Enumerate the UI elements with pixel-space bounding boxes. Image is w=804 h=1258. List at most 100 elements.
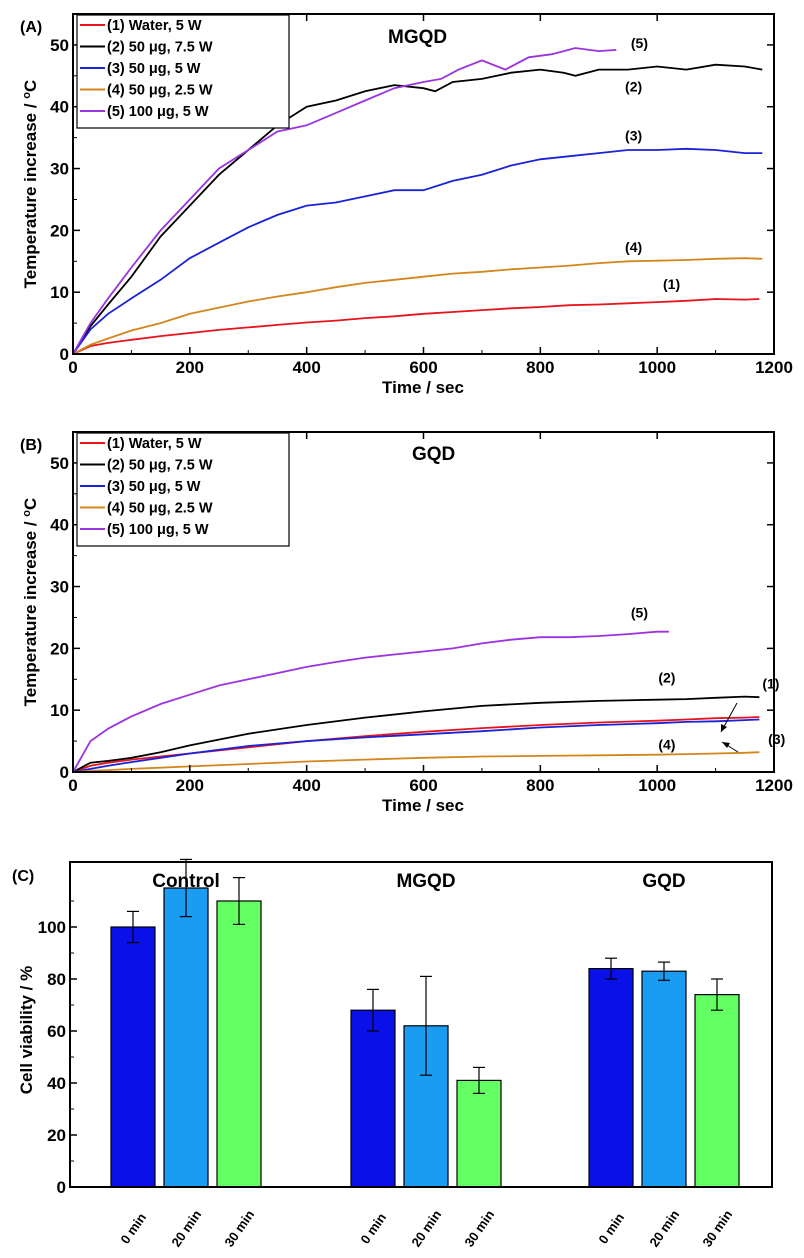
panel-c-bar-control-0 [110,926,156,1188]
panel-c-x-tick-label: 30 min [461,1207,497,1249]
panel-b-series-5-line [72,630,669,773]
panel-b-curve-label-2: (2) [658,669,675,685]
panel-c-y-ticks: 0 20 40 60 80 100 [38,900,77,1197]
panel-c-y-tick-label: 40 [47,1074,66,1093]
panel-c-bar-mgqd-0 [350,1009,396,1188]
panel-b: 0 200 400 600 800 1000 1200 0 10 20 30 40 50 (1) (2)… [20,431,793,815]
panel-c-group-labels: Control MGQD GQD [152,871,685,892]
panel-b-curve-label-1: (1) [762,676,779,692]
panel-c-x-tick-label: 0 min [595,1210,627,1246]
panel-a-x-tick-label: 200 [176,358,204,377]
panel-b-curve-labels: (1) (2) (3) (4) (5) [631,604,785,752]
panel-a-legend: (1) Water, 5 W (2) 50 μg, 7.5 W (3) 50 μg,… [76,14,290,129]
panel-b-legend-entry-4: (4) 50 μg, 2.5 W [107,501,213,517]
panel-b-x-tick-label: 800 [526,776,554,795]
panel-b-legend-entry-5: (5) 100 μg, 5 W [107,522,209,538]
panel-a-legend-entry-3: (3) 50 μg, 5 W [107,61,201,77]
panel-b-x-tick-label: 1200 [755,776,793,795]
panel-b-series-2-line [72,695,760,773]
panel-a-curve-label-3: (3) [625,128,642,144]
panel-a-x-axis-label: Time / sec [382,378,464,397]
panel-b-x-ticks: 0 200 400 600 800 1000 1200 [68,432,793,795]
panel-a-x-tick-label: 0 [68,358,77,377]
panel-c-x-tick-label: 0 min [117,1210,149,1246]
panel-a-y-tick-label: 30 [50,160,69,179]
panel-c-frame [69,861,773,1188]
panel-c-x-tick-label: 30 min [699,1207,735,1249]
panel-a-y-axis-label-unit: C [21,80,40,92]
panel-c-group-label-control: Control [152,871,220,892]
panel-b-x-tick-label: 200 [176,776,204,795]
panel-a-curve-label-2: (2) [625,78,642,94]
panel-a-y-axis-label-sup: o [21,92,33,99]
panel-c-group-label-mgqd: MGQD [396,871,455,892]
panel-b-curve-label-5: (5) [631,604,648,620]
panel-b-curves [72,630,760,773]
panel-b-legend-entry-2: (2) 50 μg, 7.5 W [107,458,213,474]
panel-a-legend-entry-4: (4) 50 μg, 2.5 W [107,83,213,99]
panel-b-y-tick-label: 10 [50,701,69,720]
panel-a-curve-label-5: (5) [631,35,648,51]
panel-a-y-tick-label: 0 [60,345,69,364]
panel-b-letter: (B) [20,437,42,454]
panel-b-x-axis-label: Time / sec [382,796,464,815]
panel-c-x-tick-label: 20 min [168,1207,204,1249]
panel-c-x-tick-labels: 0 min 20 min 30 min 0 min 20 min 30 min 0 min 2… [117,1207,735,1249]
panel-a-series-5-line [72,47,617,355]
panel-c-y-axis-label: Cell viability / % [17,966,36,1095]
panel-a-x-tick-label: 1200 [755,358,793,377]
panel-b-series-3-line [72,718,760,773]
panel-b-y-tick-label: 40 [50,516,69,535]
panel-a-x-tick-label: 400 [292,358,320,377]
panel-c-group-label-gqd: GQD [642,871,685,892]
panel-b-y-tick-label: 50 [50,454,69,473]
panel-b-arrow-3-head [722,742,730,748]
panel-a-y-tick-label: 20 [50,221,69,240]
panel-c-y-tick-label: 80 [47,970,66,989]
panel-c-y-tick-label: 20 [47,1126,66,1145]
panel-b-y-axis-label-main: Temperature increase / [21,517,40,707]
panel-c-x-tick-label: 0 min [357,1210,389,1246]
panel-c: 0 20 40 60 80 100 0 min 20 min 30 min 0 min 20 mi… [12,858,773,1250]
panel-a-curve-labels: (1) (2) (3) (4) (5) [625,35,680,292]
panel-b-y-tick-label: 30 [50,578,69,597]
panel-b-legend-entry-1: (1) Water, 5 W [107,436,202,452]
panel-c-x-tick-label: 20 min [408,1207,444,1249]
panel-b-legend: (1) Water, 5 W (2) 50 μg, 7.5 W (3) 50 μg,… [76,432,290,547]
panel-b-x-tick-label: 600 [409,776,437,795]
panel-b-y-axis-label-sup: o [21,510,33,517]
panel-c-letter: (C) [12,868,34,885]
panel-a-legend-entry-2: (2) 50 μg, 7.5 W [107,40,213,56]
panel-b-y-axis-label-unit: C [21,498,40,510]
panel-a-y-tick-label: 40 [50,98,69,117]
panel-b-x-tick-label: 400 [292,776,320,795]
panel-c-bar-gqd-0 [588,967,634,1188]
panel-a-title: MGQD [388,27,447,48]
panel-a-curve-label-1: (1) [663,276,680,292]
panel-a-x-tick-label: 800 [526,358,554,377]
panel-a-y-tick-label: 50 [50,36,69,55]
panel-c-x-tick-label: 20 min [646,1207,682,1249]
panel-a-curve-label-4: (4) [625,239,642,255]
panel-a-series-2-line [72,63,763,355]
panel-b-y-tick-label: 0 [60,763,69,782]
panel-a-y-tick-label: 10 [50,283,69,302]
panel-a-series-1-line [72,298,760,355]
panel-a-series-4-line [72,257,763,355]
panel-a-y-axis-label: Temperature increase / oC [21,80,40,289]
panel-a-legend-entry-1: (1) Water, 5 W [107,18,202,34]
panel-b-series-4-line [72,751,760,773]
panel-a-x-ticks: 0 200 400 600 800 1000 1200 [68,14,793,377]
panel-b-y-tick-label: 20 [50,639,69,658]
panel-a-x-tick-label: 600 [409,358,437,377]
panel-b-curve-label-4: (4) [658,737,675,753]
panel-a-y-axis-label-main: Temperature increase / [21,99,40,289]
panel-c-x-tick-label: 30 min [221,1207,257,1249]
panel-b-x-tick-label: 0 [68,776,77,795]
panel-c-y-tick-label: 60 [47,1022,66,1041]
panel-b-series-1-line [72,716,760,773]
panel-a-curves [72,47,763,355]
panel-a-y-ticks: 0 10 20 30 40 50 [50,36,774,364]
panel-a: 0 200 400 600 800 1000 1200 0 10 20 30 40 50 (1) (2)… [20,13,793,397]
